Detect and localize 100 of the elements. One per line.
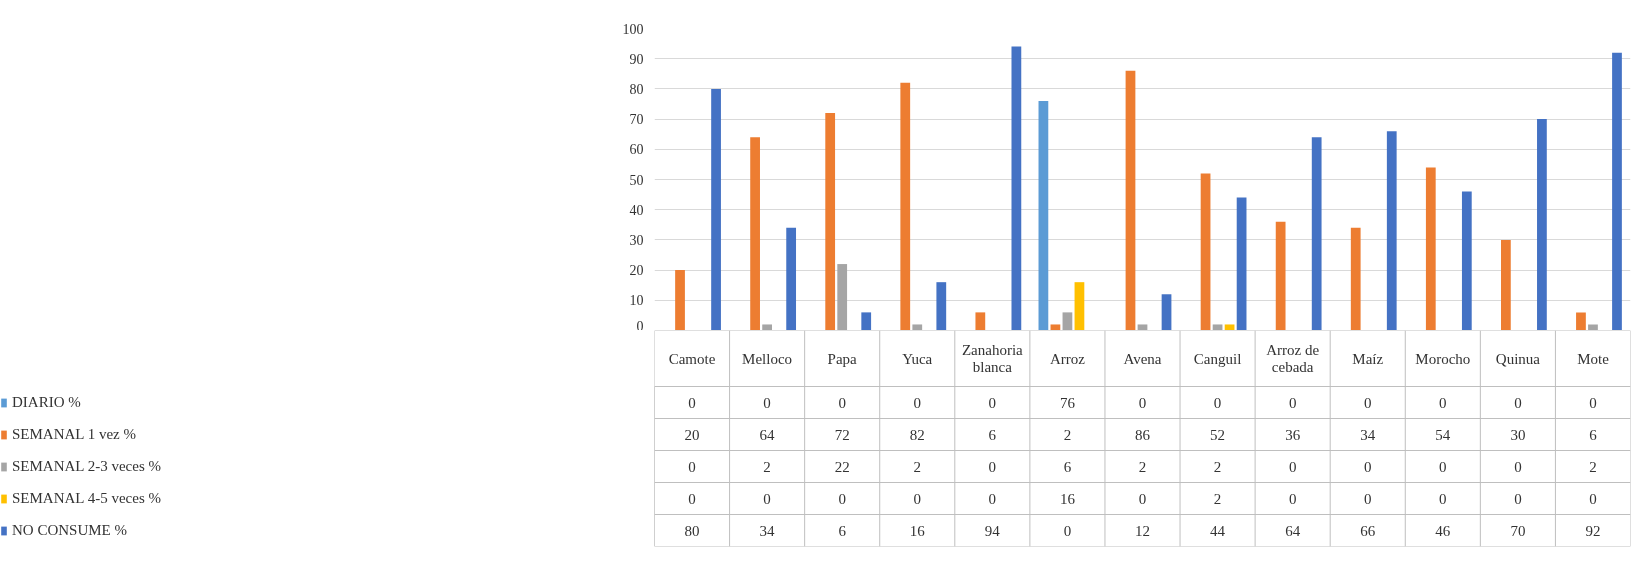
bar <box>936 282 947 330</box>
bar <box>675 270 685 330</box>
y-tick-label: 10 <box>629 293 644 309</box>
data-label: 0 <box>1439 458 1447 475</box>
data-label: 64 <box>1285 522 1301 539</box>
data-label: 64 <box>759 426 776 443</box>
data-label: 2 <box>1213 490 1222 507</box>
data-label: 86 <box>1135 426 1151 443</box>
data-label: 0 <box>1213 394 1222 411</box>
x-tick-label: Yuca <box>902 350 933 367</box>
data-label: 94 <box>984 522 1001 539</box>
data-label: 0 <box>1514 458 1522 475</box>
data-label: 54 <box>1435 426 1451 443</box>
bar <box>912 324 923 330</box>
bar <box>975 312 986 330</box>
data-label: 0 <box>1363 394 1372 411</box>
bar <box>825 113 836 330</box>
data-label: 6 <box>838 522 847 539</box>
x-tick-label: Quinua <box>1495 350 1541 367</box>
data-label: 0 <box>1063 522 1072 539</box>
x-tick-label: Arroz <box>1049 350 1086 367</box>
bar <box>861 312 872 330</box>
bar <box>1537 119 1547 330</box>
x-tick-label: Zanahoria blanca <box>961 341 1024 376</box>
bar <box>1062 312 1073 330</box>
data-label: 0 <box>1363 490 1372 507</box>
bar <box>786 227 797 330</box>
bar <box>1350 227 1361 330</box>
legend-label: SEMANAL 1 vez % <box>12 424 137 444</box>
bar <box>1500 239 1511 330</box>
y-tick-label: 90 <box>629 51 644 67</box>
x-tick-label: Mote <box>1577 350 1610 367</box>
bar <box>762 324 772 330</box>
data-label: 0 <box>838 490 846 507</box>
bar <box>1224 324 1235 330</box>
data-label: 2 <box>1063 426 1072 443</box>
data-label: 66 <box>1360 522 1376 539</box>
data-label: 0 <box>1138 490 1147 507</box>
bar <box>1236 197 1247 330</box>
data-label: 0 <box>688 458 696 475</box>
data-label: 2 <box>1138 458 1147 475</box>
data-label: 0 <box>838 394 846 411</box>
data-label: 2 <box>763 458 771 475</box>
data-label: 12 <box>1135 522 1150 539</box>
x-tick-label: Canguil <box>1193 350 1242 367</box>
y-tick-label: 70 <box>629 112 644 128</box>
bar <box>1612 52 1622 330</box>
data-label: 70 <box>1510 522 1526 539</box>
bar <box>1386 131 1397 330</box>
data-label: 92 <box>1585 522 1601 539</box>
data-label: 0 <box>1439 490 1447 507</box>
y-tick-label: 60 <box>629 142 644 158</box>
data-label: 0 <box>913 490 922 507</box>
data-label: 0 <box>1439 394 1447 411</box>
bar <box>1576 312 1586 330</box>
y-tick-label: 50 <box>629 172 644 188</box>
data-label: 0 <box>688 490 696 507</box>
data-label: 36 <box>1285 426 1301 443</box>
data-label: 46 <box>1435 522 1451 539</box>
data-label: 44 <box>1210 522 1226 539</box>
data-label: 0 <box>763 490 771 507</box>
y-tick-label: 30 <box>629 232 644 248</box>
data-label: 76 <box>1059 394 1076 411</box>
bar <box>837 264 848 330</box>
bar <box>1311 137 1322 330</box>
data-label: 0 <box>688 394 696 411</box>
data-label: 0 <box>1138 394 1147 411</box>
data-label: 0 <box>988 490 997 507</box>
bar <box>1161 294 1172 330</box>
data-label: 2 <box>913 458 922 475</box>
data-label: 72 <box>834 426 850 443</box>
bar <box>1074 282 1085 330</box>
data-label: 0 <box>1589 490 1597 507</box>
x-tick-label: Maíz <box>1352 350 1384 367</box>
data-label: 2 <box>1589 458 1597 475</box>
data-label: 30 <box>1510 426 1526 443</box>
y-tick-label: 40 <box>629 202 644 218</box>
bar <box>1425 167 1436 330</box>
bar <box>1050 324 1061 330</box>
data-label: 16 <box>909 522 926 539</box>
data-label: 0 <box>1288 394 1297 411</box>
bar <box>1588 324 1598 330</box>
data-label: 0 <box>913 394 922 411</box>
y-tick-label: 20 <box>629 263 644 279</box>
data-label: 20 <box>684 426 700 443</box>
legend-label: SEMANAL 4-5 veces % <box>12 488 161 508</box>
data-label: 0 <box>1514 394 1522 411</box>
x-tick-label: Melloco <box>742 350 793 367</box>
x-tick-label: Camote <box>668 350 716 367</box>
legend-label: SEMANAL 2-3 veces % <box>12 456 161 476</box>
x-tick-label: Papa <box>827 350 858 367</box>
bar <box>1125 70 1136 330</box>
data-label: 0 <box>1514 490 1522 507</box>
x-tick-label: Morocho <box>1415 350 1471 367</box>
bar <box>1212 324 1223 330</box>
data-label: 52 <box>1210 426 1226 443</box>
bar <box>1038 100 1049 330</box>
data-label: 6 <box>988 426 997 443</box>
bar <box>1137 324 1148 330</box>
data-label: 0 <box>1288 458 1297 475</box>
